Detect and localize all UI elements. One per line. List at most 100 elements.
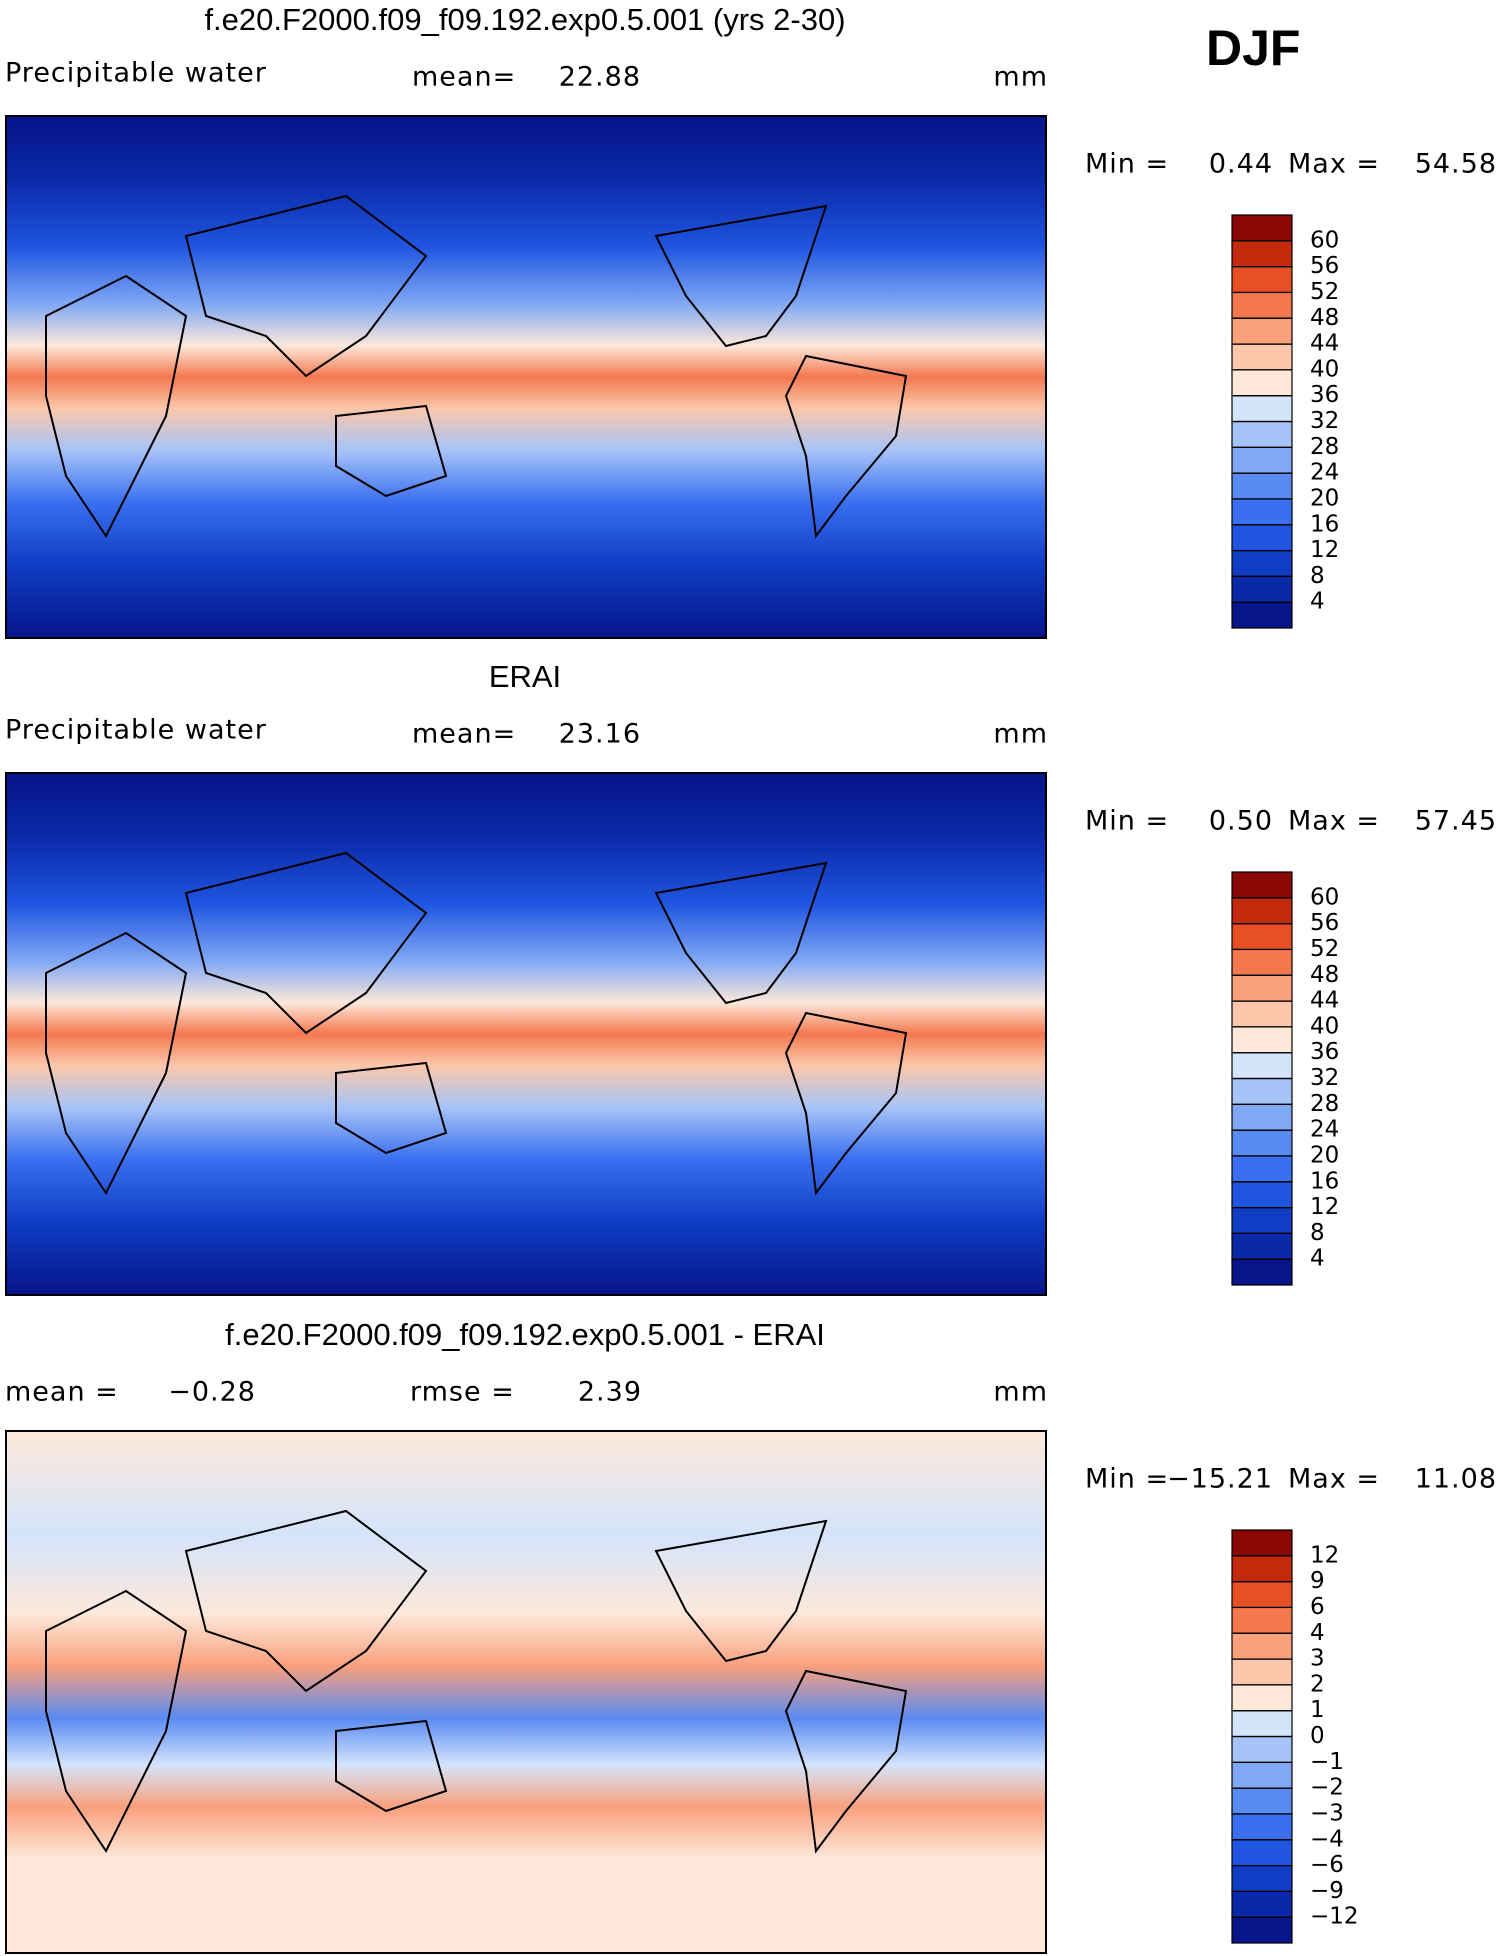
colorbar-box bbox=[1231, 948, 1293, 976]
colorbar-box bbox=[1231, 1155, 1293, 1183]
coastline bbox=[335, 1061, 448, 1155]
coastline bbox=[335, 404, 448, 498]
colorbar-label: 44 bbox=[1310, 331, 1339, 357]
max-label: Max = bbox=[1288, 1464, 1380, 1495]
min-value: 0.44 bbox=[1209, 149, 1273, 180]
coastline bbox=[45, 931, 188, 1195]
colorbar-box bbox=[1231, 420, 1293, 448]
colorbar-label: 56 bbox=[1310, 253, 1339, 279]
colorbar-box bbox=[1231, 1735, 1293, 1763]
colorbar-label: 8 bbox=[1310, 1220, 1325, 1246]
colorbar-label: 20 bbox=[1310, 1142, 1339, 1168]
colorbar-box bbox=[1231, 575, 1293, 603]
colorbar-label: 12 bbox=[1310, 1542, 1339, 1568]
colorbar-label: 2 bbox=[1310, 1671, 1325, 1697]
colorbar-box bbox=[1231, 472, 1293, 500]
mean-label: mean= bbox=[412, 62, 516, 93]
colorbar-box bbox=[1231, 266, 1293, 294]
mean-value: −0.28 bbox=[168, 1377, 256, 1408]
colorbar-label: 60 bbox=[1310, 884, 1339, 910]
mean-value: 22.88 bbox=[559, 62, 641, 93]
colorbar-label: 4 bbox=[1310, 1246, 1325, 1272]
colorbar-box bbox=[1231, 1581, 1293, 1609]
rmse-label: rmse = bbox=[410, 1377, 515, 1408]
colorbar-label: 4 bbox=[1310, 1620, 1325, 1646]
colorbar-box bbox=[1231, 1658, 1293, 1686]
colorbar-box bbox=[1231, 871, 1293, 899]
colorbar-box bbox=[1231, 601, 1293, 629]
colorbar-label: 40 bbox=[1310, 356, 1339, 382]
colorbar-box bbox=[1231, 974, 1293, 1002]
colorbar-box bbox=[1231, 1181, 1293, 1209]
variable-label: Precipitable water bbox=[5, 58, 267, 89]
colorbar-box bbox=[1231, 369, 1293, 397]
colorbar-label: 32 bbox=[1310, 408, 1339, 434]
colorbar-box bbox=[1231, 1077, 1293, 1105]
coastline bbox=[784, 1669, 908, 1854]
colorbar-box bbox=[1231, 1710, 1293, 1738]
units-label: mm bbox=[993, 719, 1048, 750]
units-label: mm bbox=[993, 1377, 1048, 1408]
colorbar-box bbox=[1231, 923, 1293, 951]
coastline bbox=[184, 194, 428, 378]
map-frame bbox=[5, 772, 1047, 1296]
colorbar-box bbox=[1231, 1026, 1293, 1054]
colorbar-label: −9 bbox=[1310, 1878, 1344, 1904]
colorbar-label: 24 bbox=[1310, 1117, 1339, 1143]
colorbar-label: 16 bbox=[1310, 1168, 1339, 1194]
mean-label: mean= bbox=[412, 719, 516, 750]
colorbar-box bbox=[1231, 524, 1293, 552]
min-label: Min = bbox=[1085, 149, 1169, 180]
colorbar-label: −3 bbox=[1310, 1800, 1344, 1826]
colorbar-label: 36 bbox=[1310, 382, 1339, 408]
colorbar-box bbox=[1231, 1258, 1293, 1286]
colorbar-box bbox=[1231, 240, 1293, 268]
colorbar-box bbox=[1231, 291, 1293, 319]
colorbar-box bbox=[1231, 897, 1293, 925]
colorbar-label: 8 bbox=[1310, 563, 1325, 589]
mean-label: mean = bbox=[5, 1377, 119, 1408]
min-label: Min = bbox=[1085, 1464, 1169, 1495]
colorbar-label: 12 bbox=[1310, 537, 1339, 563]
colorbar-box bbox=[1231, 1787, 1293, 1815]
colorbar-label: 0 bbox=[1310, 1723, 1325, 1749]
colorbar-label: 52 bbox=[1310, 279, 1339, 305]
colorbar-label: 56 bbox=[1310, 910, 1339, 936]
colorbar-box bbox=[1231, 1103, 1293, 1131]
colorbar-box bbox=[1231, 1839, 1293, 1867]
colorbar-label: 32 bbox=[1310, 1065, 1339, 1091]
colorbar-label: 12 bbox=[1310, 1194, 1339, 1220]
colorbar-label: 28 bbox=[1310, 1091, 1339, 1117]
variable-label: Precipitable water bbox=[5, 715, 267, 746]
colorbar-label: 36 bbox=[1310, 1039, 1339, 1065]
colorbar-box bbox=[1231, 1606, 1293, 1634]
mean-value: 23.16 bbox=[559, 719, 641, 750]
map-frame bbox=[5, 1430, 1047, 1954]
coastline bbox=[654, 861, 828, 1005]
map-field bbox=[6, 773, 1046, 1295]
colorbar-box bbox=[1231, 498, 1293, 526]
season-label: DJF bbox=[1206, 20, 1300, 76]
colorbar-label: 24 bbox=[1310, 460, 1339, 486]
min-label: Min = bbox=[1085, 806, 1169, 837]
coastline bbox=[184, 851, 428, 1035]
colorbar-box bbox=[1231, 549, 1293, 577]
map-field bbox=[6, 1431, 1046, 1953]
units-label: mm bbox=[993, 62, 1048, 93]
colorbar-label: −2 bbox=[1310, 1775, 1344, 1801]
colorbar-box bbox=[1231, 1206, 1293, 1234]
coastline bbox=[654, 1519, 828, 1663]
colorbar-box bbox=[1231, 1555, 1293, 1583]
coastline bbox=[45, 274, 188, 538]
coastline bbox=[784, 354, 908, 539]
coastline bbox=[335, 1719, 448, 1813]
panel-title: ERAI bbox=[489, 659, 561, 694]
min-value: 0.50 bbox=[1209, 806, 1273, 837]
colorbar-box bbox=[1231, 1232, 1293, 1260]
colorbar-box bbox=[1231, 214, 1293, 242]
coastline bbox=[654, 204, 828, 348]
colorbar-label: 16 bbox=[1310, 511, 1339, 537]
colorbar-box bbox=[1231, 1761, 1293, 1789]
colorbar-label: 52 bbox=[1310, 936, 1339, 962]
coastline bbox=[45, 1589, 188, 1853]
